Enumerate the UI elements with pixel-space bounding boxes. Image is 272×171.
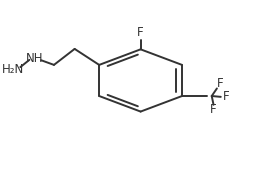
Text: F: F — [223, 90, 229, 103]
Text: NH: NH — [26, 52, 43, 65]
Text: F: F — [210, 103, 216, 116]
Text: H₂N: H₂N — [1, 63, 24, 76]
Text: F: F — [217, 77, 223, 90]
Text: F: F — [137, 26, 144, 39]
